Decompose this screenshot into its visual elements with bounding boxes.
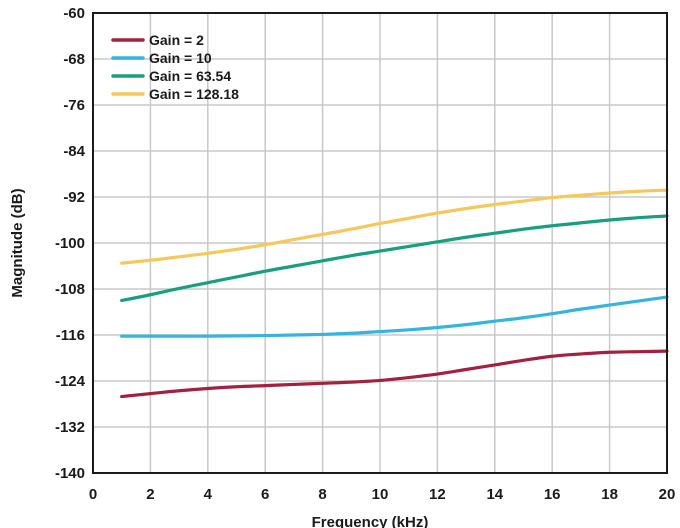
- series-line-3: [120, 214, 669, 303]
- series-line-4: [120, 188, 669, 265]
- x-tick-label: 20: [659, 486, 676, 503]
- tick-labels: 0 2 4 6 8 10 12 14 16 18 20 -60 -68 -76 -84 -92 -100 -108…: [55, 5, 675, 503]
- y-tick-label: -124: [55, 373, 86, 390]
- plot-frame: [92, 12, 668, 474]
- x-tick-label: 18: [601, 486, 618, 503]
- y-tick-label: -84: [63, 143, 85, 160]
- x-tick-label: 8: [318, 486, 326, 503]
- series-lines: [120, 188, 669, 399]
- y-tick-label: -100: [55, 235, 85, 252]
- y-tick-label: -116: [56, 327, 85, 344]
- x-tick-label: 16: [544, 486, 561, 503]
- x-tick-label: 0: [89, 486, 97, 503]
- x-tick-label: 6: [261, 486, 269, 503]
- y-tick-label: -92: [63, 189, 85, 206]
- x-tick-label: 2: [146, 486, 154, 503]
- y-tick-label: -140: [55, 465, 85, 482]
- y-tick-label: -76: [63, 97, 85, 114]
- x-tick-label: 14: [486, 486, 503, 503]
- series-line-2: [120, 295, 669, 338]
- y-tick-label: -68: [63, 51, 85, 68]
- x-tick-label: 12: [429, 486, 446, 503]
- x-axis-title: Frequency (kHz): [312, 514, 429, 528]
- legend-label: Gain = 10: [149, 50, 212, 66]
- x-tick-label: 4: [204, 486, 213, 503]
- legend-label: Gain = 128.18: [149, 86, 239, 102]
- x-tick-label: 10: [372, 486, 389, 503]
- legend-label: Gain = 63.54: [149, 68, 231, 84]
- y-tick-label: -60: [63, 5, 85, 22]
- legend-label: Gain = 2: [149, 32, 204, 48]
- legend: Gain = 2 Gain = 10 Gain = 63.54 Gain = 128.…: [111, 32, 239, 102]
- series-line-1: [120, 349, 669, 399]
- y-tick-label: -108: [55, 281, 85, 298]
- y-axis-title: Magnitude (dB): [9, 188, 26, 297]
- y-tick-label: -132: [55, 419, 85, 436]
